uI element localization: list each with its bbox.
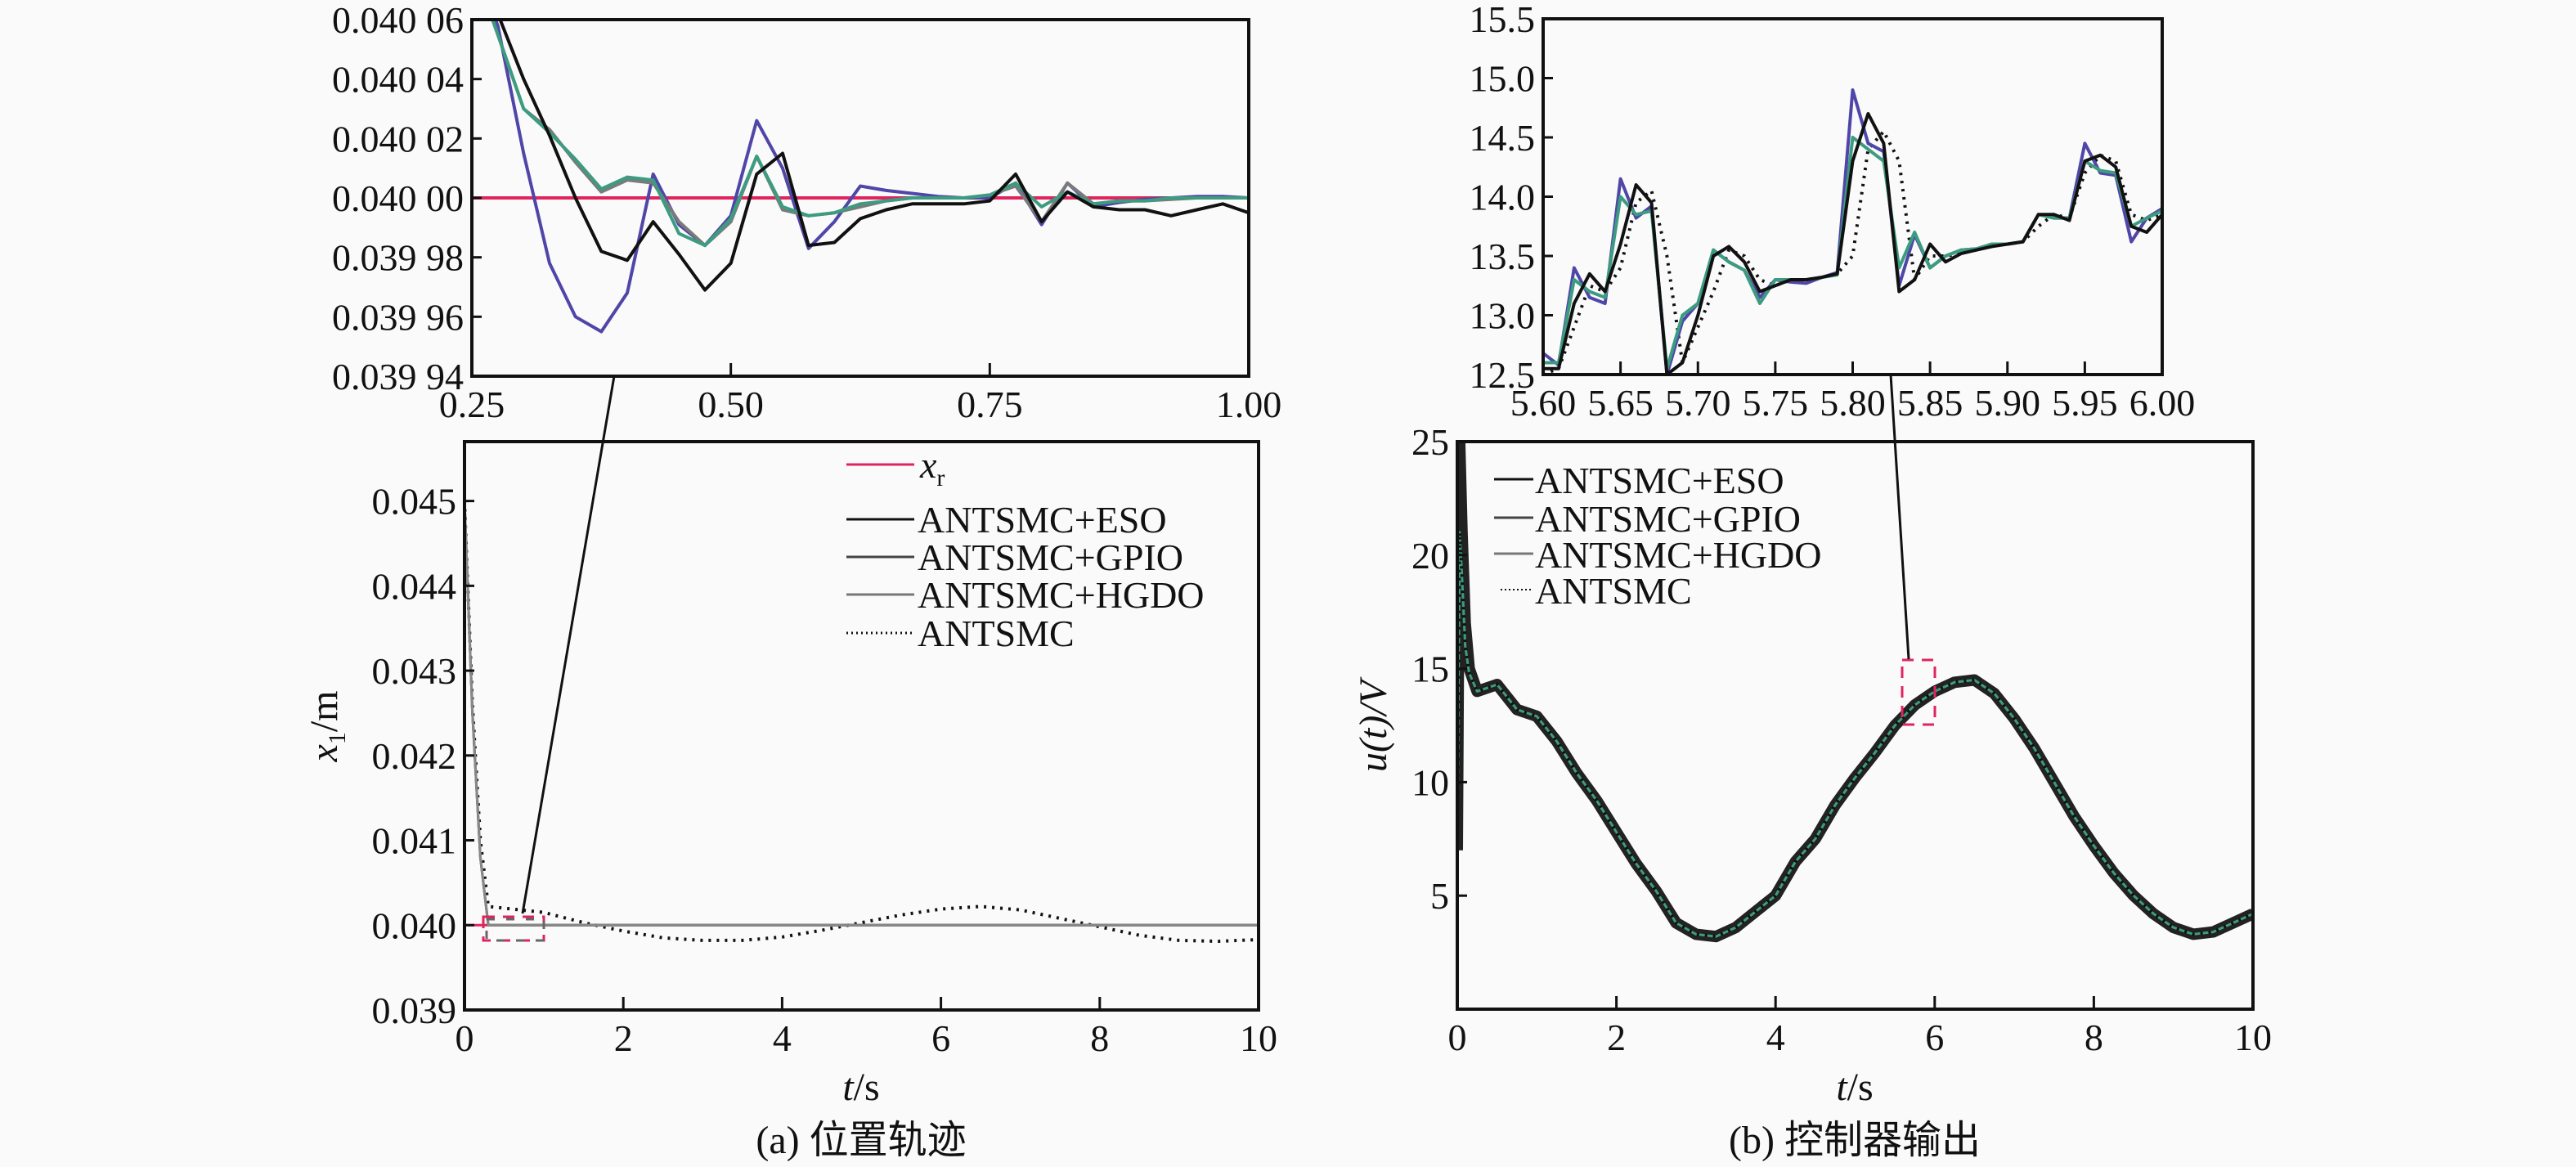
x-tick-label: 5.95: [2052, 382, 2118, 424]
y-tick-label: 0.039 96: [332, 296, 464, 338]
y-tick-label: 12.5: [1470, 354, 1536, 396]
x-tick-label: 5.85: [1897, 382, 1963, 424]
series-group: [1457, 442, 2253, 943]
series-line-antsmc: [464, 500, 1259, 943]
plot-frame: [1456, 440, 2255, 1011]
legend-label-eso: ANTSMC+ESO: [918, 499, 1167, 541]
y-tick-label: 0.043: [372, 650, 457, 692]
series-line-antsmc-eso: [1543, 112, 2162, 375]
x-tick-label: 5.65: [1587, 382, 1654, 424]
connector-line-b: [1889, 374, 1910, 660]
x-tick-label: 10: [1240, 1017, 1277, 1059]
legend-label-hgdo: ANTSMC+HGDO: [1535, 534, 1822, 576]
caption-b: (b) 控制器输出: [1729, 1119, 1981, 1162]
y-tick-label: 0.044: [372, 565, 457, 607]
y-tick-label: 0.040 02: [332, 118, 464, 159]
x-tick-label: 0: [1448, 1017, 1467, 1058]
y-axis-title-b: u(t)/V: [1352, 676, 1395, 772]
series-line-antsmc-eso: [498, 20, 1249, 292]
x-tick-label: 0: [456, 1017, 474, 1059]
y-tick-label: 15: [1411, 649, 1449, 690]
y-tick-label: 20: [1411, 535, 1449, 577]
x-tick-label: 5.90: [1975, 382, 2041, 424]
x-tick-label: 5.70: [1665, 382, 1731, 424]
legend-label-gpio: ANTSMC+GPIO: [918, 536, 1183, 578]
plot-insetB: 5.60 5.65 5.70 5.75 5.80 5.85 5.90 5.95 6.00 12.5…: [1470, 0, 2196, 424]
y-tick-label: 0.039: [372, 990, 457, 1031]
x-tick-label: 0.25: [439, 384, 505, 425]
series-group: [472, 20, 1249, 334]
plot-mainB: 0 2 4 6 8 10 5 10 15 20 25: [1411, 421, 2272, 1058]
legend-label-antsmc: ANTSMC: [918, 613, 1075, 654]
plot-mainA: 0 2 4 6 8 10 0.039 0.040 0.041 0.042 0.043 0.044 0.0…: [372, 440, 1277, 1059]
y-tick-label: 0.040: [372, 904, 457, 946]
y-tick-label: 13.5: [1470, 236, 1536, 277]
y-tick-label: 10: [1411, 761, 1449, 803]
x-tick-label: 10: [2234, 1017, 2272, 1058]
y-tick-label: 0.039 94: [332, 356, 464, 397]
series-group: [1543, 88, 2162, 375]
y-tick-label: 5: [1430, 875, 1449, 917]
x-tick-label: 0.75: [957, 384, 1023, 425]
y-tick-label: 0.040 06: [332, 0, 464, 41]
plot-area: [1457, 442, 2253, 1009]
series-line-antsmc-eso: [464, 500, 1259, 927]
x-tick-label: 6.00: [2129, 382, 2196, 424]
y-tick-label: 0.041: [372, 820, 457, 862]
x-tick-label: 4: [773, 1017, 792, 1059]
y-tick-label: 14.5: [1470, 117, 1536, 159]
x-axis-title-b: t/s: [1836, 1066, 1873, 1109]
legend-b: ANTSMC+ESO ANTSMC+GPIO ANTSMC+HGDO ANTSM…: [1494, 460, 1822, 612]
x-tick-label: 5.60: [1510, 382, 1577, 424]
series-line-antsmc-hgdo: [491, 20, 1249, 248]
y-tick-label: 15.0: [1470, 58, 1536, 100]
x-tick-label: 1.00: [1216, 384, 1282, 425]
y-tick-label: 0.040 04: [332, 59, 464, 101]
y-tick-label: 15.5: [1470, 0, 1536, 40]
y-tick-label: 25: [1411, 421, 1449, 463]
plot-area: [464, 442, 1259, 1010]
legend-label-eso: ANTSMC+ESO: [1535, 460, 1784, 501]
y-tick-label: 0.040 00: [332, 177, 464, 219]
y-tick-label: 0.039 98: [332, 237, 464, 279]
series-group: [464, 500, 1259, 943]
caption-a: (a) 位置轨迹: [756, 1119, 966, 1162]
connector-line-a: [521, 375, 616, 914]
x-tick-label: 4: [1766, 1017, 1785, 1058]
legend-label-gpio: ANTSMC+GPIO: [1535, 498, 1801, 540]
legend-a: xr ANTSMC+ESO ANTSMC+GPIO ANTSMC+HGDO AN…: [846, 444, 1205, 654]
plot-area: [1543, 19, 2162, 375]
plot-insetA: 0.25 0.50 0.75 1.00 0.040 06 0.040 04 0.040 02…: [332, 0, 1281, 425]
x-axis-title-a: t/s: [842, 1066, 879, 1109]
legend-label-xr: xr: [919, 444, 945, 491]
y-tick-label: 0.045: [372, 481, 457, 523]
x-tick-label: 6: [1925, 1017, 1944, 1058]
legend-label-antsmc: ANTSMC: [1535, 570, 1692, 612]
x-tick-label: 6: [931, 1017, 950, 1059]
x-tick-label: 2: [614, 1017, 633, 1059]
x-tick-label: 5.75: [1743, 382, 1809, 424]
plots-layer: 0.25 0.50 0.75 1.000.040 060.040 040.040 02…: [332, 0, 2272, 1059]
zoom-annotations: [482, 374, 1936, 942]
y-tick-label: 13.0: [1470, 295, 1536, 337]
zoom-box-b: [1901, 658, 1936, 726]
legend-label-hgdo: ANTSMC+HGDO: [918, 574, 1205, 616]
x-tick-label: 2: [1607, 1017, 1626, 1058]
plot-frame: [463, 440, 1260, 1012]
y-axis-title-a: x1/m: [303, 691, 351, 763]
x-tick-label: 8: [1090, 1017, 1109, 1059]
series-line-antsmc-eso: [1457, 531, 2253, 939]
x-tick-label: 0.50: [698, 384, 764, 425]
zoom-box-a-red: [482, 915, 545, 942]
y-tick-label: 0.042: [372, 735, 457, 777]
x-tick-label: 8: [2085, 1017, 2103, 1058]
y-tick-label: 14.0: [1470, 177, 1536, 218]
x-tick-label: 5.80: [1820, 382, 1886, 424]
